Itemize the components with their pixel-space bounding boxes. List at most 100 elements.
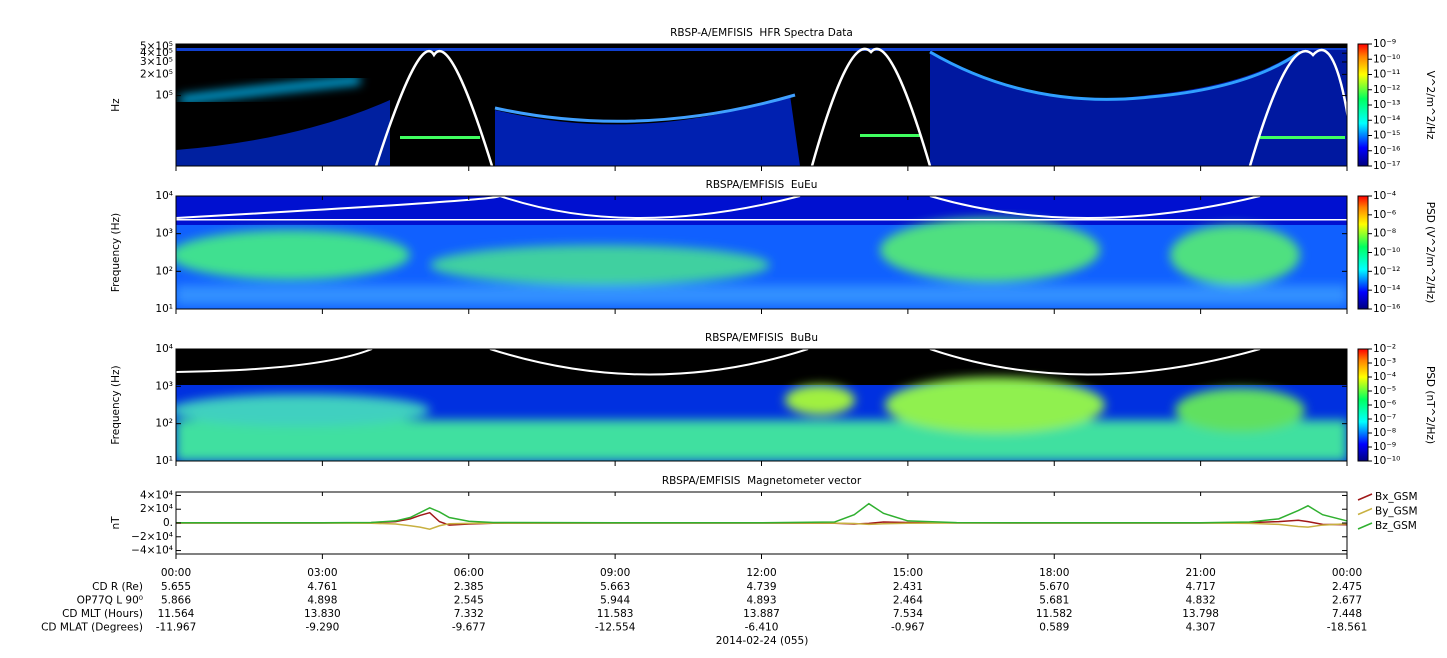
colorbar-tick-label: 10⁻¹⁶ [1373, 145, 1400, 157]
legend-label: By_GSM [1375, 506, 1418, 518]
ephemeris-value: 13.830 [304, 608, 341, 620]
x-tick-label: 06:00 [454, 567, 484, 579]
x-tick-label: 12:00 [746, 567, 776, 579]
ephemeris-value: 4.761 [307, 581, 337, 593]
colorbar [1357, 348, 1369, 462]
ephemeris-value: -18.561 [1327, 622, 1368, 634]
chart-title: RBSP-A/EMFISIS HFR Spectra Data [670, 27, 853, 39]
colorbar-tick-label: 10⁻⁹ [1373, 38, 1396, 50]
y-tick-label: −2×10⁴ [131, 531, 173, 543]
legend-swatch [1357, 507, 1373, 516]
colorbar-tick-label: 10⁻⁸ [1373, 228, 1396, 240]
ephemeris-value: 4.832 [1186, 595, 1216, 607]
legend-label: Bx_GSM [1375, 491, 1418, 503]
ephemeris-value: 2.475 [1332, 581, 1362, 593]
ephemeris-value: 5.655 [161, 581, 191, 593]
ephemeris-value: 4.717 [1186, 581, 1216, 593]
legend-swatch [1357, 493, 1373, 501]
ephemeris-label: OP77Q L 90⁰ [77, 595, 143, 607]
colorbar-tick-label: 10⁻⁴ [1373, 190, 1396, 202]
y-tick-label: 2×10⁵ [140, 68, 173, 80]
ephemeris-value: -6.410 [745, 622, 779, 634]
colorbar-tick-label: 10⁻² [1373, 343, 1396, 355]
chart-title: RBSPA/EMFISIS Magnetometer vector [662, 475, 862, 487]
y-axis-label: nT [110, 516, 122, 530]
ephemeris-value: 11.582 [1036, 608, 1073, 620]
colorbar-label: PSD (V^2/m^2/Hz) [1424, 202, 1436, 303]
colorbar-label: PSD (nT^2/Hz) [1424, 366, 1436, 444]
colorbar-tick-label: 10⁻¹⁷ [1373, 160, 1400, 172]
ephemeris-value: 4.898 [307, 595, 337, 607]
ephemeris-value: 5.663 [600, 581, 630, 593]
ephemeris-value: 11.583 [597, 608, 634, 620]
ephemeris-value: 5.944 [600, 595, 630, 607]
ephemeris-value: 7.332 [454, 608, 484, 620]
y-tick-label: 4×10⁵ [140, 47, 173, 59]
colorbar-label: V^2/m^2/Hz [1424, 71, 1436, 140]
colorbar-tick-label: 10⁻¹⁰ [1373, 53, 1400, 65]
line [176, 502, 1348, 524]
colorbar-tick-label: 10⁻¹⁰ [1373, 247, 1400, 259]
x-tick-label: 18:00 [1039, 567, 1069, 579]
x-tick-label: 21:00 [1185, 567, 1215, 579]
colorbar-tick-label: 10⁻¹⁴ [1373, 284, 1400, 296]
colorbar-tick-label: 10⁻¹⁶ [1373, 303, 1400, 315]
ephemeris-value: -0.967 [891, 622, 925, 634]
colorbar-tick-label: 10⁻¹³ [1373, 99, 1400, 111]
y-tick-label: 10³ [155, 228, 173, 240]
ephemeris-value: 11.564 [158, 608, 195, 620]
colorbar-tick-label: 10⁻¹² [1373, 84, 1400, 96]
y-tick-label: 2×10⁴ [140, 503, 173, 515]
ephemeris-value: 7.448 [1332, 608, 1362, 620]
x-tick-label: 09:00 [600, 567, 630, 579]
colorbar-tick-label: 10⁻⁴ [1373, 371, 1396, 383]
y-tick-label: 3×10⁵ [140, 56, 173, 68]
colorbar-tick-label: 10⁻⁶ [1373, 399, 1396, 411]
ephemeris-value: 2.431 [893, 581, 923, 593]
legend-swatch [1357, 522, 1373, 530]
y-axis-label: Frequency (Hz) [110, 213, 122, 292]
ephemeris-value: 4.739 [746, 581, 776, 593]
line [176, 522, 1348, 530]
y-tick-label: 10⁴ [155, 343, 173, 355]
ephemeris-value: 7.534 [893, 608, 923, 620]
colorbar-tick-label: 10⁻¹² [1373, 265, 1400, 277]
ephemeris-label: CD R (Re) [92, 581, 143, 593]
y-tick-label: 10⁴ [155, 190, 173, 202]
chart-title: RBSPA/EMFISIS EuEu [706, 179, 818, 191]
spectrogram [176, 349, 1347, 461]
colorbar-tick-label: 10⁻⁷ [1373, 413, 1396, 425]
ephemeris-value: 0.589 [1039, 622, 1069, 634]
x-tick-label: 00:00 [161, 567, 191, 579]
y-tick-label: 0. [163, 517, 173, 529]
colorbar-tick-label: 10⁻⁸ [1373, 427, 1396, 439]
date-label: 2014-02-24 (055) [716, 635, 809, 647]
colorbar-tick-label: 10⁻⁶ [1373, 209, 1396, 221]
x-tick-label: 03:00 [307, 567, 337, 579]
ephemeris-value: 2.464 [893, 595, 923, 607]
y-tick-label: 5×10⁵ [140, 40, 173, 52]
ephemeris-value: -12.554 [595, 622, 636, 634]
colorbar-tick-label: 10⁻³ [1373, 357, 1396, 369]
ephemeris-label: CD MLT (Hours) [62, 608, 143, 620]
ephemeris-value: -9.677 [452, 622, 486, 634]
colorbar [1357, 195, 1369, 310]
y-tick-label: 10¹ [155, 455, 173, 467]
ephemeris-value: 13.887 [743, 608, 780, 620]
ephemeris-value: -9.290 [305, 622, 339, 634]
spectrogram [176, 44, 1347, 166]
ephemeris-value: -11.967 [156, 622, 197, 634]
colorbar-tick-label: 10⁻¹¹ [1373, 69, 1400, 81]
y-tick-label: 10¹ [155, 303, 173, 315]
y-tick-label: 10² [155, 265, 173, 277]
ephemeris-value: 2.385 [454, 581, 484, 593]
ephemeris-value: 4.893 [746, 595, 776, 607]
ephemeris-label: CD MLAT (Degrees) [41, 622, 143, 634]
y-tick-label: 10⁵ [155, 90, 173, 102]
colorbar-tick-label: 10⁻⁹ [1373, 441, 1396, 453]
y-tick-label: −4×10⁴ [131, 545, 173, 557]
ephemeris-value: 2.545 [454, 595, 484, 607]
ephemeris-value: 2.677 [1332, 595, 1362, 607]
chart-title: RBSPA/EMFISIS BuBu [705, 332, 818, 344]
